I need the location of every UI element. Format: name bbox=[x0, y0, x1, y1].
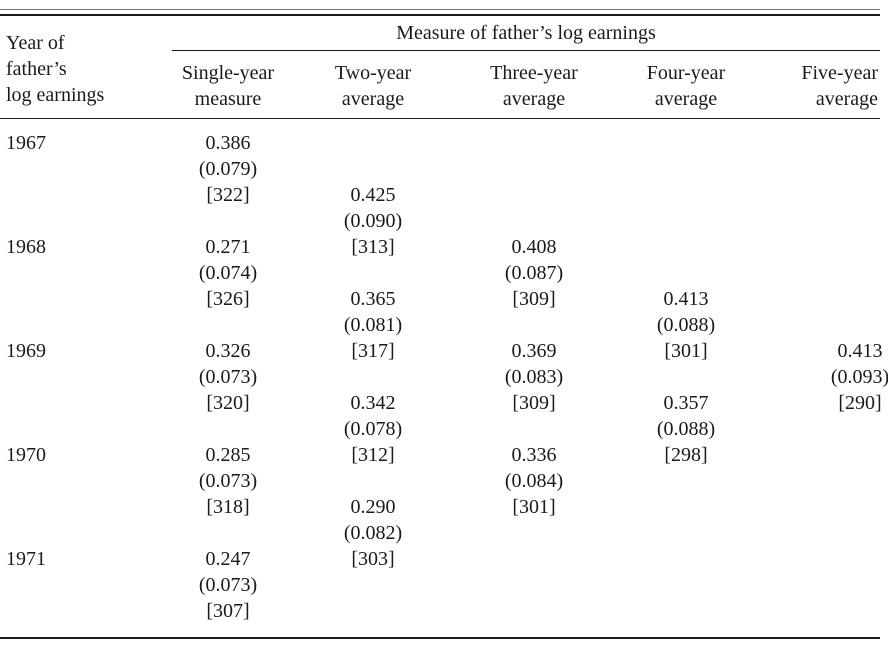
cell-single-coefficient: 0.386 bbox=[205, 132, 251, 154]
cell-single-standard-error: (0.073) bbox=[198, 366, 258, 388]
column-header-line: average bbox=[341, 88, 405, 110]
cell-two-coefficient: 0.365 bbox=[350, 288, 396, 310]
cell-four-coefficient: 0.413 bbox=[663, 288, 709, 310]
column-header-line: Two-year bbox=[334, 62, 412, 84]
cell-five-coefficient: 0.413 bbox=[837, 340, 883, 362]
cell-four-standard-error: (0.088) bbox=[656, 314, 716, 336]
cell-single-standard-error: (0.073) bbox=[198, 470, 258, 492]
column-header-line: average bbox=[654, 88, 718, 110]
cell-two-coefficient: 0.342 bbox=[350, 392, 396, 414]
cell-single-sample-size: [318] bbox=[206, 496, 250, 518]
row-label-year: 1969 bbox=[6, 340, 46, 362]
column-header-line: Three-year bbox=[490, 62, 578, 84]
cell-two-standard-error: (0.082) bbox=[343, 522, 403, 544]
cell-single-coefficient: 0.271 bbox=[205, 236, 251, 258]
cell-three-standard-error: (0.087) bbox=[504, 262, 564, 284]
cell-two-sample-size: [312] bbox=[351, 444, 395, 466]
cell-two-standard-error: (0.081) bbox=[343, 314, 403, 336]
cell-single-coefficient: 0.326 bbox=[205, 340, 251, 362]
stub-header-line: log earnings bbox=[6, 84, 105, 106]
top-rule bbox=[0, 14, 880, 16]
column-header-single-year: Single-year measure bbox=[182, 60, 274, 112]
cell-two-sample-size: [303] bbox=[351, 548, 395, 570]
stub-header-line: father’s bbox=[6, 58, 67, 80]
row-label-year: 1970 bbox=[6, 444, 46, 466]
column-header-line: Single-year bbox=[181, 62, 275, 84]
stub-header-line: Year of bbox=[6, 32, 65, 54]
cell-four-standard-error: (0.088) bbox=[656, 418, 716, 440]
row-label-year: 1968 bbox=[6, 236, 46, 258]
cell-three-coefficient: 0.369 bbox=[511, 340, 557, 362]
cell-three-coefficient: 0.408 bbox=[511, 236, 557, 258]
cell-single-coefficient: 0.285 bbox=[205, 444, 251, 466]
column-header-line: Five-year bbox=[801, 62, 878, 84]
cell-two-standard-error: (0.090) bbox=[343, 210, 403, 232]
stub-header: Year of father’s log earnings bbox=[6, 30, 104, 108]
super-header-rule bbox=[172, 50, 880, 52]
cell-two-coefficient: 0.425 bbox=[350, 184, 396, 206]
cell-single-standard-error: (0.073) bbox=[198, 574, 258, 596]
bottom-rule bbox=[0, 637, 880, 639]
cell-five-sample-size: [290] bbox=[838, 392, 882, 414]
header-rule bbox=[0, 118, 880, 120]
column-header-line: measure bbox=[194, 88, 262, 110]
column-header-line: average bbox=[815, 88, 878, 110]
cell-three-standard-error: (0.083) bbox=[504, 366, 564, 388]
cell-single-standard-error: (0.079) bbox=[198, 158, 258, 180]
cell-two-coefficient: 0.290 bbox=[350, 496, 396, 518]
cell-single-sample-size: [320] bbox=[206, 392, 250, 414]
column-header-four-year: Four-year average bbox=[647, 60, 725, 112]
cell-single-sample-size: [326] bbox=[206, 288, 250, 310]
super-header: Measure of father’s log earnings bbox=[396, 22, 656, 44]
cell-single-standard-error: (0.074) bbox=[198, 262, 258, 284]
column-header-line: average bbox=[502, 88, 566, 110]
cell-two-standard-error: (0.078) bbox=[343, 418, 403, 440]
cell-single-coefficient: 0.247 bbox=[205, 548, 251, 570]
cell-two-sample-size: [313] bbox=[351, 236, 395, 258]
column-header-line: Four-year bbox=[646, 62, 726, 84]
cell-three-coefficient: 0.336 bbox=[511, 444, 557, 466]
cell-three-standard-error: (0.084) bbox=[504, 470, 564, 492]
cell-four-coefficient: 0.357 bbox=[663, 392, 709, 414]
column-header-five-year: Five-year average bbox=[801, 60, 878, 112]
cell-single-sample-size: [307] bbox=[206, 600, 250, 622]
cell-three-sample-size: [309] bbox=[512, 392, 556, 414]
cell-four-sample-size: [298] bbox=[664, 444, 708, 466]
cell-four-sample-size: [301] bbox=[664, 340, 708, 362]
top-rule-thin bbox=[0, 9, 880, 11]
cell-three-sample-size: [301] bbox=[512, 496, 556, 518]
cell-single-sample-size: [322] bbox=[206, 184, 250, 206]
cell-three-sample-size: [309] bbox=[512, 288, 556, 310]
cell-two-sample-size: [317] bbox=[351, 340, 395, 362]
row-label-year: 1971 bbox=[6, 548, 46, 570]
row-label-year: 1967 bbox=[6, 132, 46, 154]
column-header-three-year: Three-year average bbox=[490, 60, 578, 112]
column-header-two-year: Two-year average bbox=[335, 60, 411, 112]
cell-five-standard-error: (0.093) bbox=[830, 366, 888, 388]
